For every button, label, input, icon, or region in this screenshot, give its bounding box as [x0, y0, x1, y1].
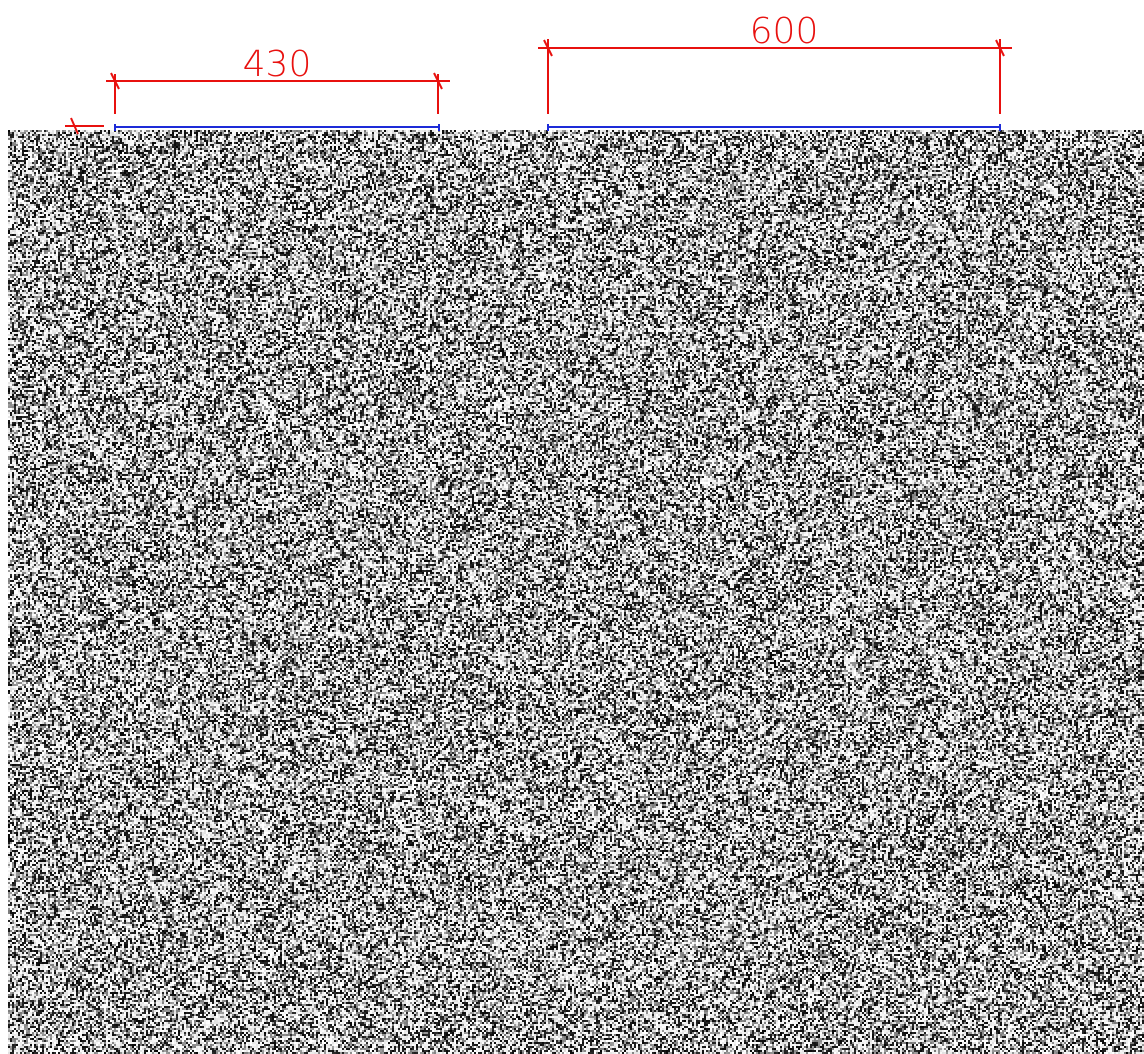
- offset-marker-tick: [70, 117, 79, 135]
- panel-edge-left: [114, 124, 440, 131]
- granite-texture-panel: [8, 130, 1144, 1054]
- tick-right: [995, 39, 1005, 57]
- offset-dimension-marker: [65, 117, 104, 135]
- dimension-600: 600: [538, 11, 1012, 114]
- dimension-430: 430: [106, 44, 450, 114]
- panel-edge-right: [547, 124, 1001, 131]
- tick-left: [110, 72, 120, 90]
- dimension-label: 430: [243, 44, 312, 85]
- tick-right: [433, 72, 443, 90]
- dimension-label: 600: [750, 11, 819, 52]
- tick-left: [543, 39, 553, 57]
